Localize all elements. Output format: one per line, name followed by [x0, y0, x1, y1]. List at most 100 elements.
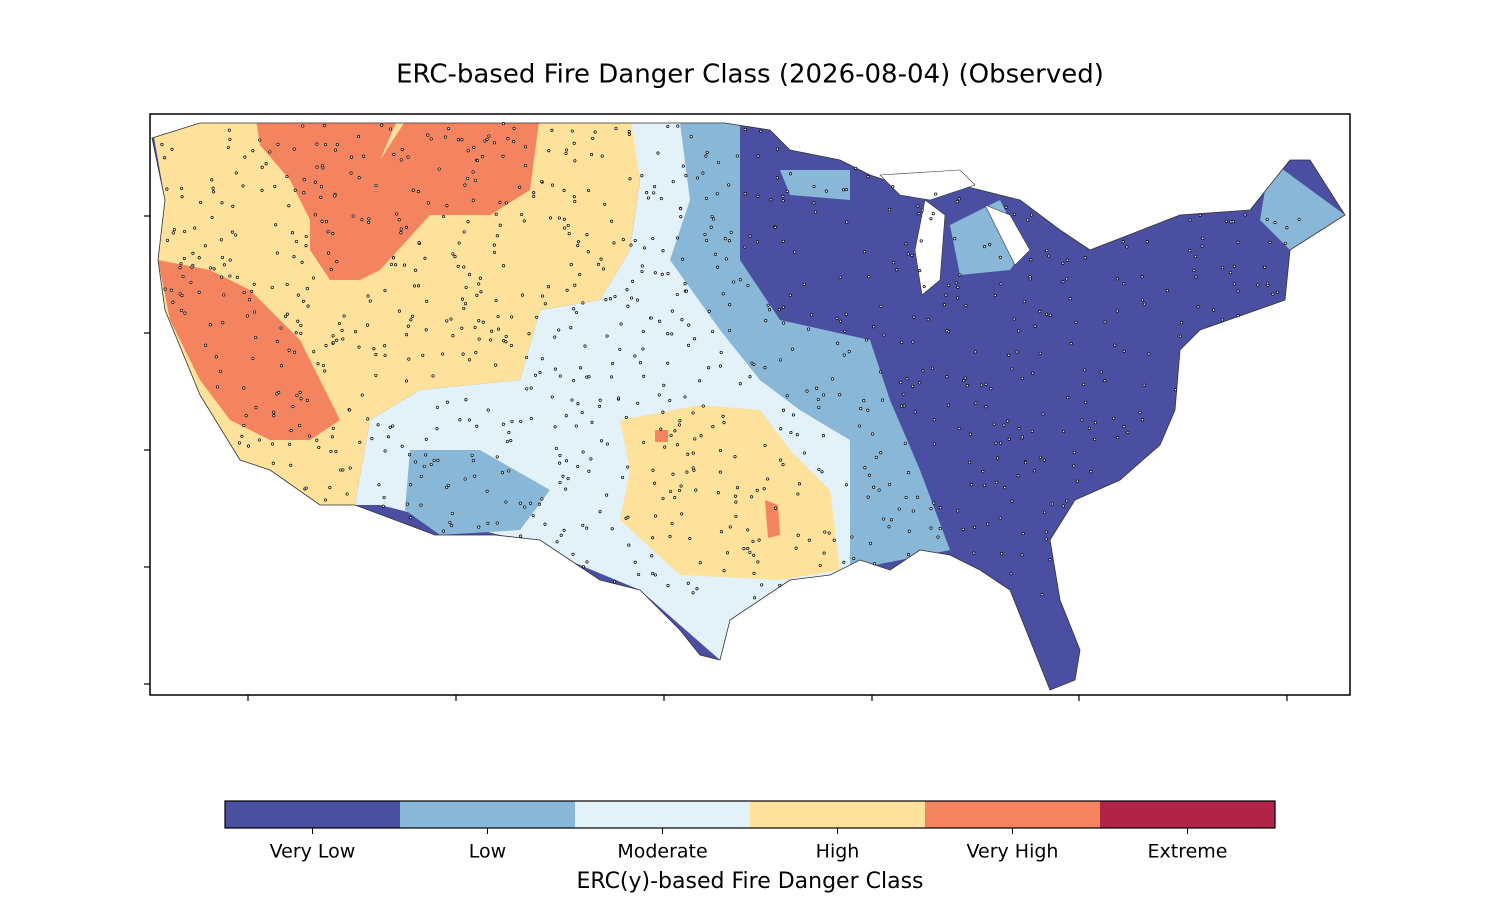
station — [872, 325, 876, 329]
station — [816, 397, 820, 402]
station — [603, 202, 607, 206]
station — [656, 151, 660, 155]
station — [633, 238, 637, 243]
station — [1087, 426, 1091, 430]
station — [651, 468, 655, 472]
station — [326, 251, 331, 255]
station — [671, 472, 675, 476]
station — [666, 272, 670, 276]
danger-region — [1260, 160, 1345, 250]
station — [244, 414, 248, 418]
station — [519, 419, 523, 423]
station — [525, 387, 529, 391]
station — [676, 124, 680, 128]
station — [716, 491, 720, 495]
station — [919, 239, 923, 243]
station — [624, 415, 628, 419]
station — [492, 243, 496, 247]
station — [458, 418, 462, 422]
station — [331, 341, 335, 345]
station — [782, 321, 786, 325]
station — [362, 154, 366, 158]
station — [719, 530, 723, 534]
station — [755, 240, 759, 244]
station — [507, 469, 511, 473]
map-title: ERC-based Fire Danger Class (2026-08-04)… — [396, 60, 1104, 90]
station — [570, 398, 574, 402]
station — [687, 323, 691, 327]
station — [367, 217, 371, 221]
station — [388, 127, 392, 131]
station — [447, 126, 451, 131]
station — [764, 319, 768, 323]
station — [712, 217, 716, 221]
station — [599, 439, 604, 443]
station — [1065, 258, 1069, 262]
station — [1126, 430, 1130, 434]
station — [477, 525, 481, 529]
station — [666, 332, 670, 336]
station — [992, 422, 996, 426]
station — [724, 257, 728, 261]
station — [435, 405, 439, 409]
station — [1200, 244, 1204, 248]
station — [374, 183, 378, 188]
station — [1038, 351, 1042, 355]
station — [171, 300, 175, 304]
station — [1024, 461, 1028, 465]
station — [864, 338, 869, 342]
station — [994, 441, 998, 445]
station — [470, 453, 474, 457]
station — [998, 255, 1002, 259]
station — [356, 134, 361, 138]
station — [510, 419, 514, 423]
station — [926, 318, 930, 322]
station — [911, 340, 915, 344]
station — [1297, 217, 1301, 221]
station — [600, 154, 604, 158]
station — [652, 191, 656, 195]
station — [456, 138, 460, 142]
station — [313, 180, 317, 184]
station — [532, 191, 536, 195]
station — [260, 188, 264, 192]
station — [386, 435, 391, 439]
station — [581, 523, 585, 527]
station — [963, 376, 967, 380]
station — [703, 232, 707, 237]
station — [617, 396, 621, 400]
station — [163, 156, 167, 160]
station — [285, 282, 289, 287]
station — [328, 486, 332, 490]
station — [899, 380, 903, 385]
station — [645, 191, 649, 195]
station — [302, 191, 306, 195]
station — [989, 387, 993, 391]
station — [641, 329, 645, 334]
station — [524, 145, 528, 149]
station — [601, 267, 606, 271]
station — [564, 414, 568, 418]
station — [546, 285, 551, 289]
station — [496, 314, 500, 319]
station — [171, 231, 175, 235]
station — [411, 314, 415, 318]
station — [312, 350, 316, 354]
danger-region — [620, 405, 840, 580]
station — [432, 458, 436, 463]
station — [453, 255, 457, 259]
station — [533, 373, 538, 377]
station — [695, 176, 700, 180]
station — [822, 393, 826, 397]
station — [774, 506, 778, 510]
station — [189, 280, 193, 284]
station — [467, 273, 472, 277]
station — [251, 149, 255, 153]
station — [605, 334, 609, 338]
station — [477, 319, 481, 323]
colorbar-swatch — [225, 801, 400, 828]
station — [535, 315, 539, 319]
station — [788, 293, 792, 297]
station — [738, 278, 742, 282]
station — [905, 377, 909, 381]
